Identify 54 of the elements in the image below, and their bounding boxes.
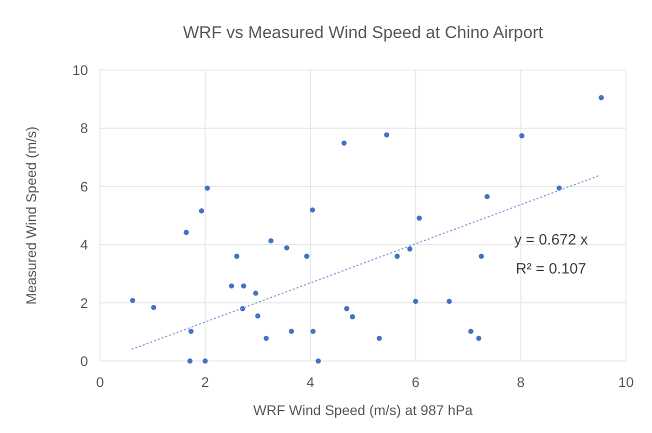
x-tick-label: 10 [618,374,634,390]
point [304,254,310,259]
point [394,254,400,259]
y-tick-label: 2 [80,294,88,311]
annotation: y = 0.672 x [514,232,588,249]
point [376,336,382,341]
point [519,133,524,138]
chart-title: WRF vs Measured Wind Speed at Chino Airport [183,23,544,42]
point [446,298,452,304]
y-tick-label: 4 [80,236,88,253]
point [268,238,274,244]
point [384,132,390,138]
point [151,304,156,310]
point [310,207,316,213]
point [130,298,136,304]
point [341,140,347,146]
point [407,246,412,252]
x-axis-title: WRF Wind Speed (m/s) at 987 hPa [253,402,473,418]
y-tick-label: 6 [80,178,88,194]
point [284,245,290,250]
x-tick-label: 4 [306,374,314,390]
point [288,328,294,334]
point [188,328,194,334]
point [598,95,604,100]
point [344,306,350,312]
y-axis-title: Measured Wind Speed (m/s) [23,126,39,305]
point [264,336,269,341]
annotation: R² = 0.107 [516,260,586,278]
point [476,336,482,341]
point [350,314,356,320]
x-tick-label: 2 [201,374,210,390]
point [255,313,260,318]
point [241,283,246,289]
point [468,328,474,334]
point [310,328,316,334]
point [198,208,204,214]
x-tick-label: 0 [96,374,104,390]
point [478,254,484,259]
point [413,298,418,304]
x-tick-label: 8 [516,374,525,390]
point [204,186,210,191]
point [184,230,189,235]
point [484,194,490,200]
point [316,358,321,364]
point [253,290,258,296]
point [234,254,240,259]
y-tick-label: 10 [72,62,88,78]
x-tick-label: 6 [412,374,420,390]
point [202,358,208,364]
y-tick-label: 8 [80,120,88,136]
point [416,216,422,221]
y-tick-label: 0 [80,353,88,369]
point [187,358,193,364]
point [228,283,234,289]
